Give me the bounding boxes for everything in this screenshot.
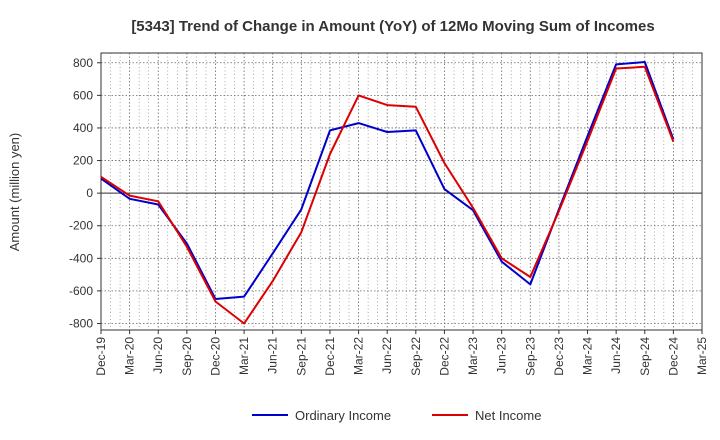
x-tick-label: Mar-23: [466, 337, 480, 375]
y-tick-label: -400: [69, 251, 93, 265]
x-tick-label: Dec-19: [94, 337, 108, 376]
x-tick-label: Sep-20: [180, 337, 194, 376]
x-tick-label: Sep-23: [523, 337, 537, 376]
y-axis-label: Amount (million yen): [7, 133, 22, 252]
x-tick-label: Mar-21: [237, 337, 251, 375]
y-tick-label: 0: [86, 186, 93, 200]
x-tick-label: Mar-20: [123, 337, 137, 375]
y-tick-label: -600: [69, 284, 93, 298]
x-tick-label: Dec-24: [666, 337, 680, 376]
x-tick-label: Mar-25: [695, 337, 709, 375]
y-tick-label: -800: [69, 316, 93, 330]
x-tick-label: Sep-24: [638, 337, 652, 376]
x-axis-ticks: Dec-19 Mar-20 Jun-20 Sep-20 Dec-20 Mar-21 Jun-…: [94, 330, 709, 376]
plot-frame: [100, 52, 703, 331]
x-tick-label: Jun-20: [151, 337, 165, 374]
grid-lines: [101, 53, 702, 330]
x-tick-label: Dec-20: [208, 337, 222, 376]
x-tick-label: Sep-21: [294, 337, 308, 376]
y-tick-label: 200: [73, 154, 93, 168]
y-tick-label: 600: [73, 88, 93, 102]
x-tick-label: Jun-23: [495, 337, 509, 374]
x-tick-label: Dec-22: [437, 337, 451, 376]
series-line-ordinary-income: [100, 61, 675, 300]
y-tick-label: -200: [69, 219, 93, 233]
chart-title: [5343] Trend of Change in Amount (YoY) o…: [131, 18, 654, 35]
x-tick-label: Dec-23: [552, 337, 566, 376]
x-tick-label: Mar-22: [352, 337, 366, 375]
y-axis-ticks: 800 600 400 200 0 -200 -400 -600 -800: [69, 56, 101, 330]
x-tick-label: Dec-21: [323, 337, 337, 376]
y-tick-label: 800: [73, 56, 93, 70]
series-line-net-income: [100, 65, 675, 325]
x-tick-label: Mar-24: [581, 337, 595, 375]
legend-label: Net Income: [475, 408, 541, 423]
legend-label: Ordinary Income: [295, 408, 391, 423]
series-lines: [100, 61, 675, 325]
x-tick-label: Jun-22: [380, 337, 394, 374]
x-tick-label: Jun-24: [609, 337, 623, 374]
y-tick-label: 400: [73, 121, 93, 135]
x-tick-label: Sep-22: [409, 337, 423, 376]
x-tick-label: Jun-21: [266, 337, 280, 374]
legend: Ordinary Income Net Income: [252, 408, 541, 423]
